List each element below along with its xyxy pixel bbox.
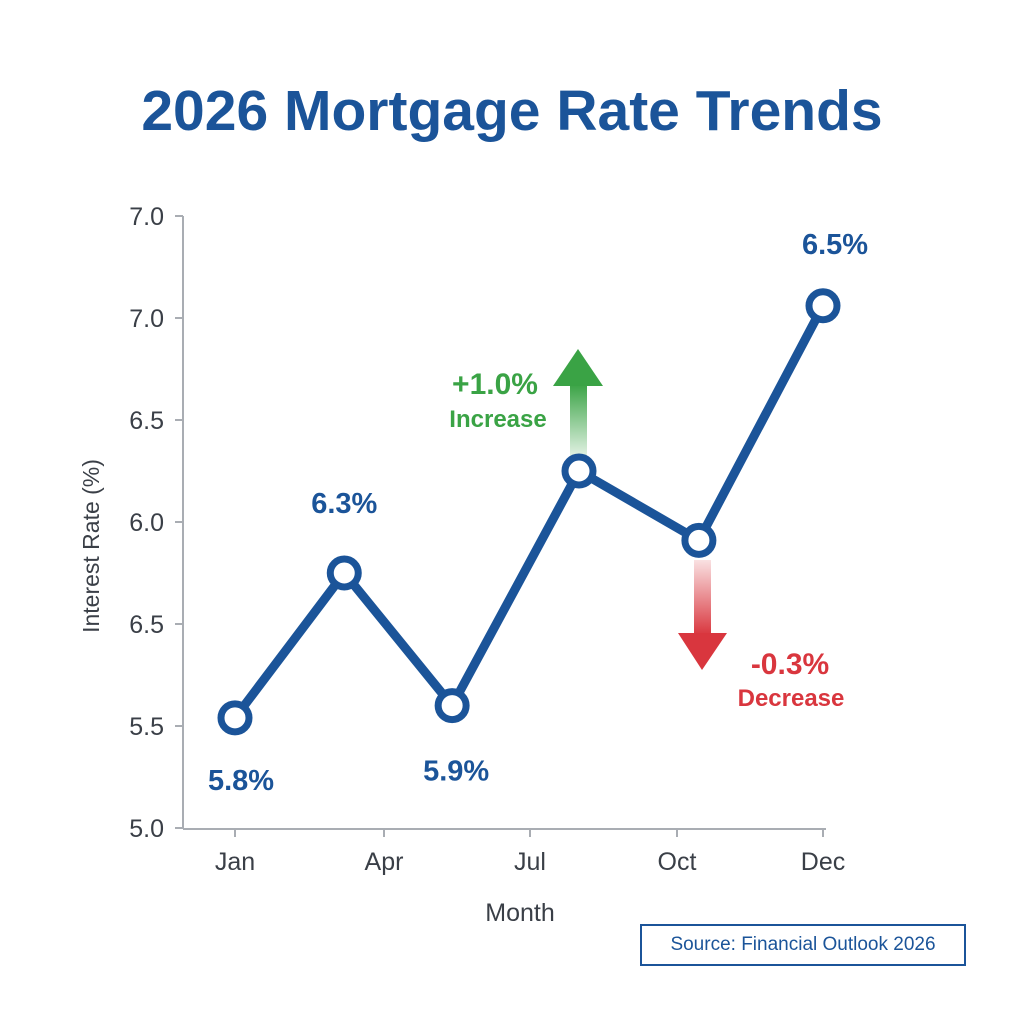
x-tick-label: Dec xyxy=(801,848,845,876)
increase-value: +1.0% xyxy=(452,368,538,401)
y-axis-label: Interest Rate (%) xyxy=(78,459,104,633)
y-tick-label: 5.0 xyxy=(129,815,164,843)
x-tick-label: Oct xyxy=(658,848,697,876)
data-point xyxy=(681,522,717,558)
decrease-text: Decrease xyxy=(738,685,845,712)
data-point xyxy=(217,700,253,736)
data-point xyxy=(434,688,470,724)
x-tick-label: Jan xyxy=(215,848,255,876)
x-axis-label: Month xyxy=(485,899,554,927)
data-point xyxy=(561,453,597,489)
decrease-value: -0.3% xyxy=(751,648,829,681)
up-arrow-shaft xyxy=(570,384,587,456)
up-arrow-icon xyxy=(553,349,603,386)
decrease-annotation: -0.3% Decrease xyxy=(678,560,844,712)
data-point xyxy=(805,288,841,324)
x-tick-label: Apr xyxy=(365,848,404,876)
series-line xyxy=(231,303,827,721)
y-tick-label: 7.0 xyxy=(129,305,164,333)
y-tick-label: 7.0 xyxy=(129,203,164,231)
data-label: 5.9% xyxy=(423,756,489,788)
increase-annotation: +1.0% Increase xyxy=(449,349,603,456)
down-arrow-icon xyxy=(678,633,727,670)
down-arrow-shaft xyxy=(694,560,711,635)
x-tick-label: Jul xyxy=(514,848,546,876)
data-label: 6.3% xyxy=(311,488,377,520)
data-label: 6.5% xyxy=(802,229,868,261)
data-label: 5.8% xyxy=(208,765,274,797)
y-tick-label: 6.0 xyxy=(129,509,164,537)
y-tick-label: 6.5 xyxy=(129,407,164,435)
source-note: Source: Financial Outlook 2026 xyxy=(640,924,966,966)
increase-text: Increase xyxy=(449,406,546,433)
y-tick-label: 6.5 xyxy=(129,611,164,639)
chart-title: 2026 Mortgage Rate Trends xyxy=(141,79,883,143)
data-point xyxy=(326,555,362,591)
y-tick-label: 5.5 xyxy=(129,713,164,741)
